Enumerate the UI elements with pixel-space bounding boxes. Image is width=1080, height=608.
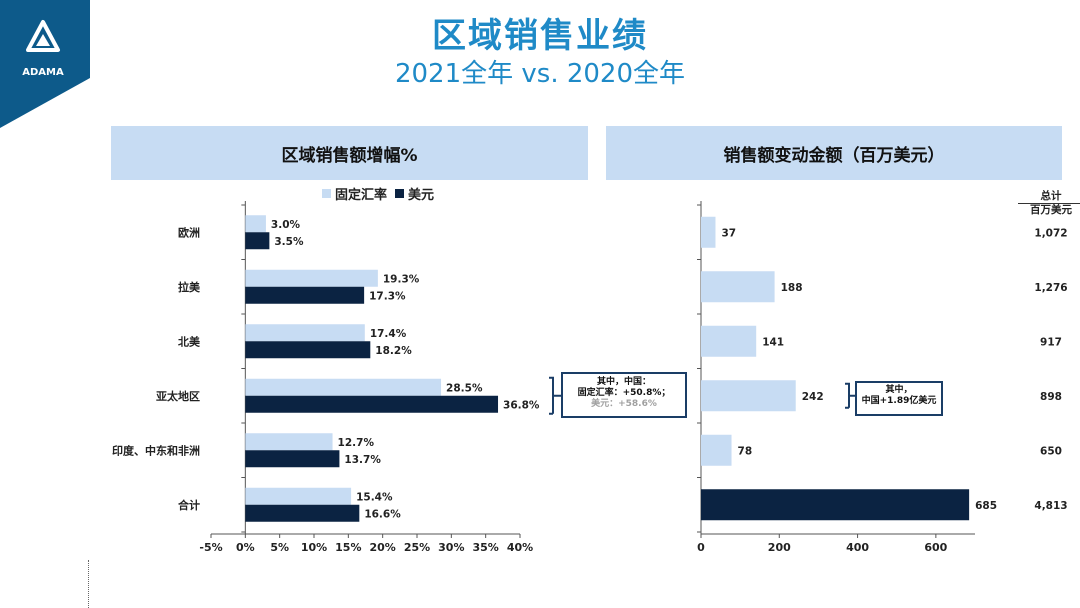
right-x-tick-label: 600 [924, 541, 947, 554]
left-x-tick-label: 15% [335, 541, 361, 554]
right-x-tick-label: 0 [697, 541, 705, 554]
left-x-tick-label: 35% [472, 541, 498, 554]
left-category-label: 亚太地区 [156, 389, 200, 403]
callout-right-line1: 其中， [857, 385, 941, 396]
left-category-label: 印度、中东和非洲 [112, 443, 200, 457]
data-label-fixed-fx: 17.4% [370, 328, 407, 340]
left-x-tick-label: 0% [236, 541, 255, 554]
data-label-usd: 18.2% [375, 345, 412, 357]
left-callout-bracket [549, 378, 561, 414]
right-x-tick-label: 400 [846, 541, 869, 554]
data-label-fixed-fx: 3.0% [271, 219, 301, 231]
callout-left-line3: 美元：+58.6% [563, 399, 685, 410]
data-label-fixed-fx: 15.4% [356, 491, 393, 503]
bar-fixed-fx [245, 379, 441, 396]
data-label-usd: 13.7% [344, 454, 381, 466]
bar-total-change [701, 489, 969, 520]
data-label-usd: 16.6% [364, 508, 401, 520]
total-value: 898 [1040, 391, 1062, 403]
bar-usd [245, 396, 498, 413]
callout-right-line2: 中国+1.89亿美元 [857, 396, 941, 407]
callout-left-line1: 其中，中国： [563, 377, 685, 388]
left-x-tick-label: 10% [301, 541, 327, 554]
left-x-tick-label: 40% [507, 541, 533, 554]
bar-change [701, 217, 715, 248]
data-label-change: 78 [738, 445, 753, 457]
bar-change [701, 271, 775, 302]
bar-usd [245, 505, 359, 522]
total-value: 4,813 [1034, 500, 1067, 512]
right-callout-bracket [845, 384, 855, 408]
growth-chart: -5% 0% 5% 10% 15% 20% 25% 30% 35% 40% 欧洲 3.0% 3.5% 拉美… [0, 0, 1080, 608]
data-label-change: 188 [781, 282, 803, 294]
bar-fixed-fx [245, 270, 378, 287]
left-x-tick-label: 5% [270, 541, 289, 554]
callout-left-line2: 固定汇率：+50.8%； [563, 388, 685, 399]
bar-fixed-fx [245, 324, 364, 341]
left-category-label: 拉美 [178, 280, 201, 294]
footer-dotted-line [88, 560, 89, 608]
right-x-tick-label: 200 [768, 541, 791, 554]
china-amount-callout: 其中， 中国+1.89亿美元 [855, 381, 943, 416]
bar-fixed-fx [245, 215, 266, 232]
total-value: 1,072 [1034, 227, 1067, 239]
total-value: 1,276 [1034, 282, 1067, 294]
left-category-label: 欧洲 [178, 225, 200, 239]
data-label-change: 37 [721, 227, 736, 239]
bar-usd [245, 450, 339, 467]
left-category-label: 合计 [178, 498, 200, 512]
left-x-tick-label: 30% [438, 541, 464, 554]
left-x-tick-label: 25% [404, 541, 430, 554]
bar-change [701, 326, 756, 357]
left-category-label: 北美 [178, 334, 201, 348]
data-label-usd: 36.8% [503, 399, 540, 411]
data-label-fixed-fx: 28.5% [446, 382, 483, 394]
data-label-fixed-fx: 12.7% [338, 437, 375, 449]
bar-usd [245, 232, 269, 249]
bar-usd [245, 287, 364, 304]
data-label-change: 242 [802, 391, 824, 403]
bar-change [701, 435, 732, 466]
china-growth-callout: 其中，中国： 固定汇率：+50.8%； 美元：+58.6% [561, 372, 687, 418]
total-value: 917 [1040, 336, 1062, 348]
left-x-tick-label: -5% [199, 541, 222, 554]
data-label-change: 685 [975, 500, 997, 512]
total-value: 650 [1040, 445, 1062, 457]
bar-change [701, 380, 796, 411]
left-x-tick-label: 20% [369, 541, 395, 554]
data-label-usd: 17.3% [369, 290, 406, 302]
bar-fixed-fx [245, 433, 332, 450]
bar-fixed-fx [245, 488, 351, 505]
data-label-usd: 3.5% [274, 236, 304, 248]
data-label-fixed-fx: 19.3% [383, 273, 420, 285]
data-label-change: 141 [762, 336, 784, 348]
bar-usd [245, 341, 370, 358]
